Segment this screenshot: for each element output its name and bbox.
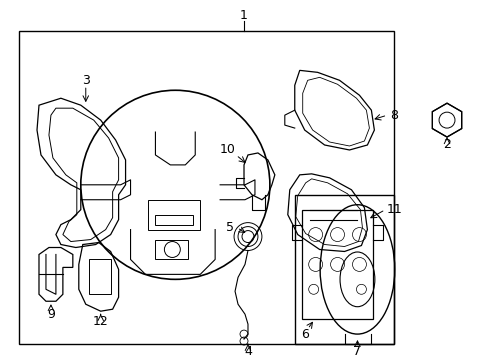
Text: 7: 7 [353, 345, 361, 357]
Text: 10: 10 [220, 144, 236, 157]
Bar [301, 210, 373, 319]
Bar [294, 195, 393, 344]
Text: 6: 6 [300, 328, 308, 341]
Text: 12: 12 [93, 315, 108, 328]
Bar [19, 31, 393, 344]
Text: 8: 8 [389, 109, 397, 122]
Text: 3: 3 [81, 74, 89, 87]
Text: 11: 11 [386, 203, 401, 216]
Text: 4: 4 [244, 345, 251, 357]
Text: 1: 1 [240, 9, 247, 22]
Text: 9: 9 [47, 308, 55, 321]
Text: 5: 5 [225, 221, 234, 234]
Text: 2: 2 [442, 139, 450, 152]
